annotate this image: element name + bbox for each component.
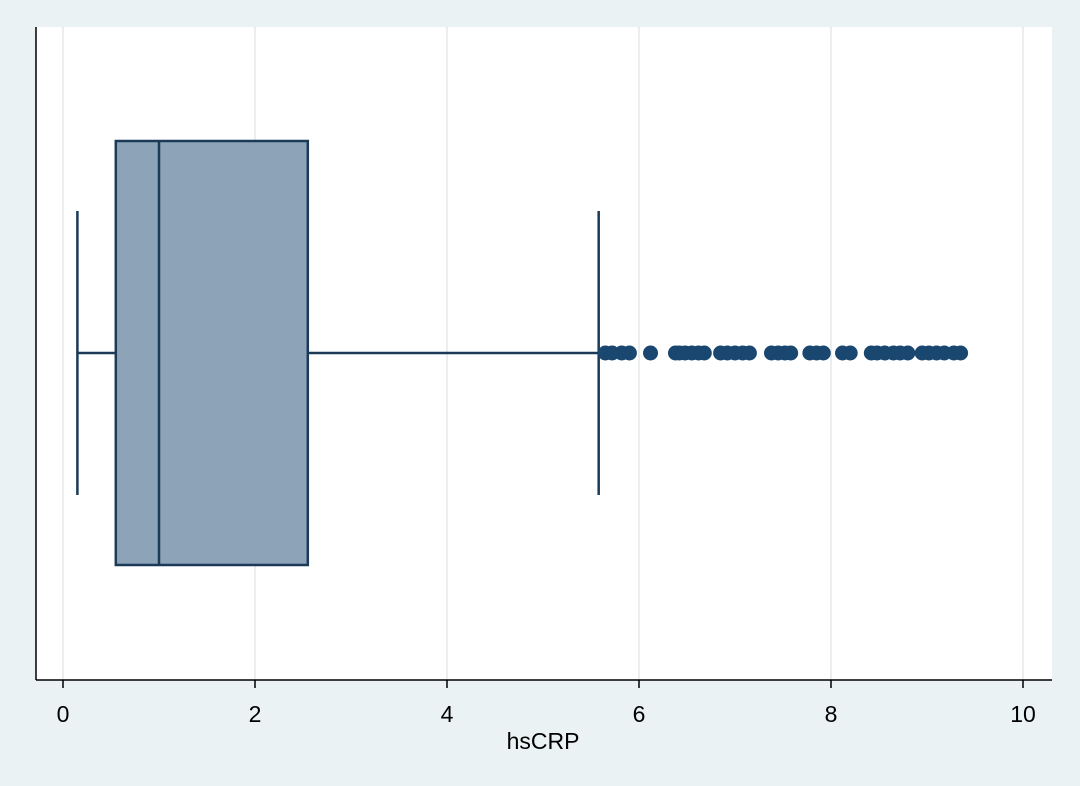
x-tick-label: 6 (633, 701, 646, 727)
x-tick-label: 8 (825, 701, 838, 727)
outlier-point (842, 345, 858, 361)
axes (35, 27, 1052, 681)
x-axis-ticks: 0 2 4 6 8 10 (57, 680, 1036, 727)
outlier-point (900, 345, 916, 361)
outlier-point (953, 345, 969, 361)
outlier-point (815, 345, 831, 361)
x-tick-label: 0 (57, 701, 70, 727)
x-axis-title: hsCRP (507, 728, 580, 754)
x-tick-label: 4 (441, 701, 454, 727)
x-tick-label: 2 (249, 701, 262, 727)
outlier-point (621, 345, 637, 361)
outlier-point (741, 345, 757, 361)
box-plot (76, 139, 600, 567)
interquartile-box (114, 139, 310, 567)
outlier-point (696, 345, 712, 361)
outlier-point (643, 345, 659, 361)
x-tick-label: 10 (1010, 701, 1036, 727)
outlier-point (783, 345, 799, 361)
outlier-points (597, 345, 969, 361)
